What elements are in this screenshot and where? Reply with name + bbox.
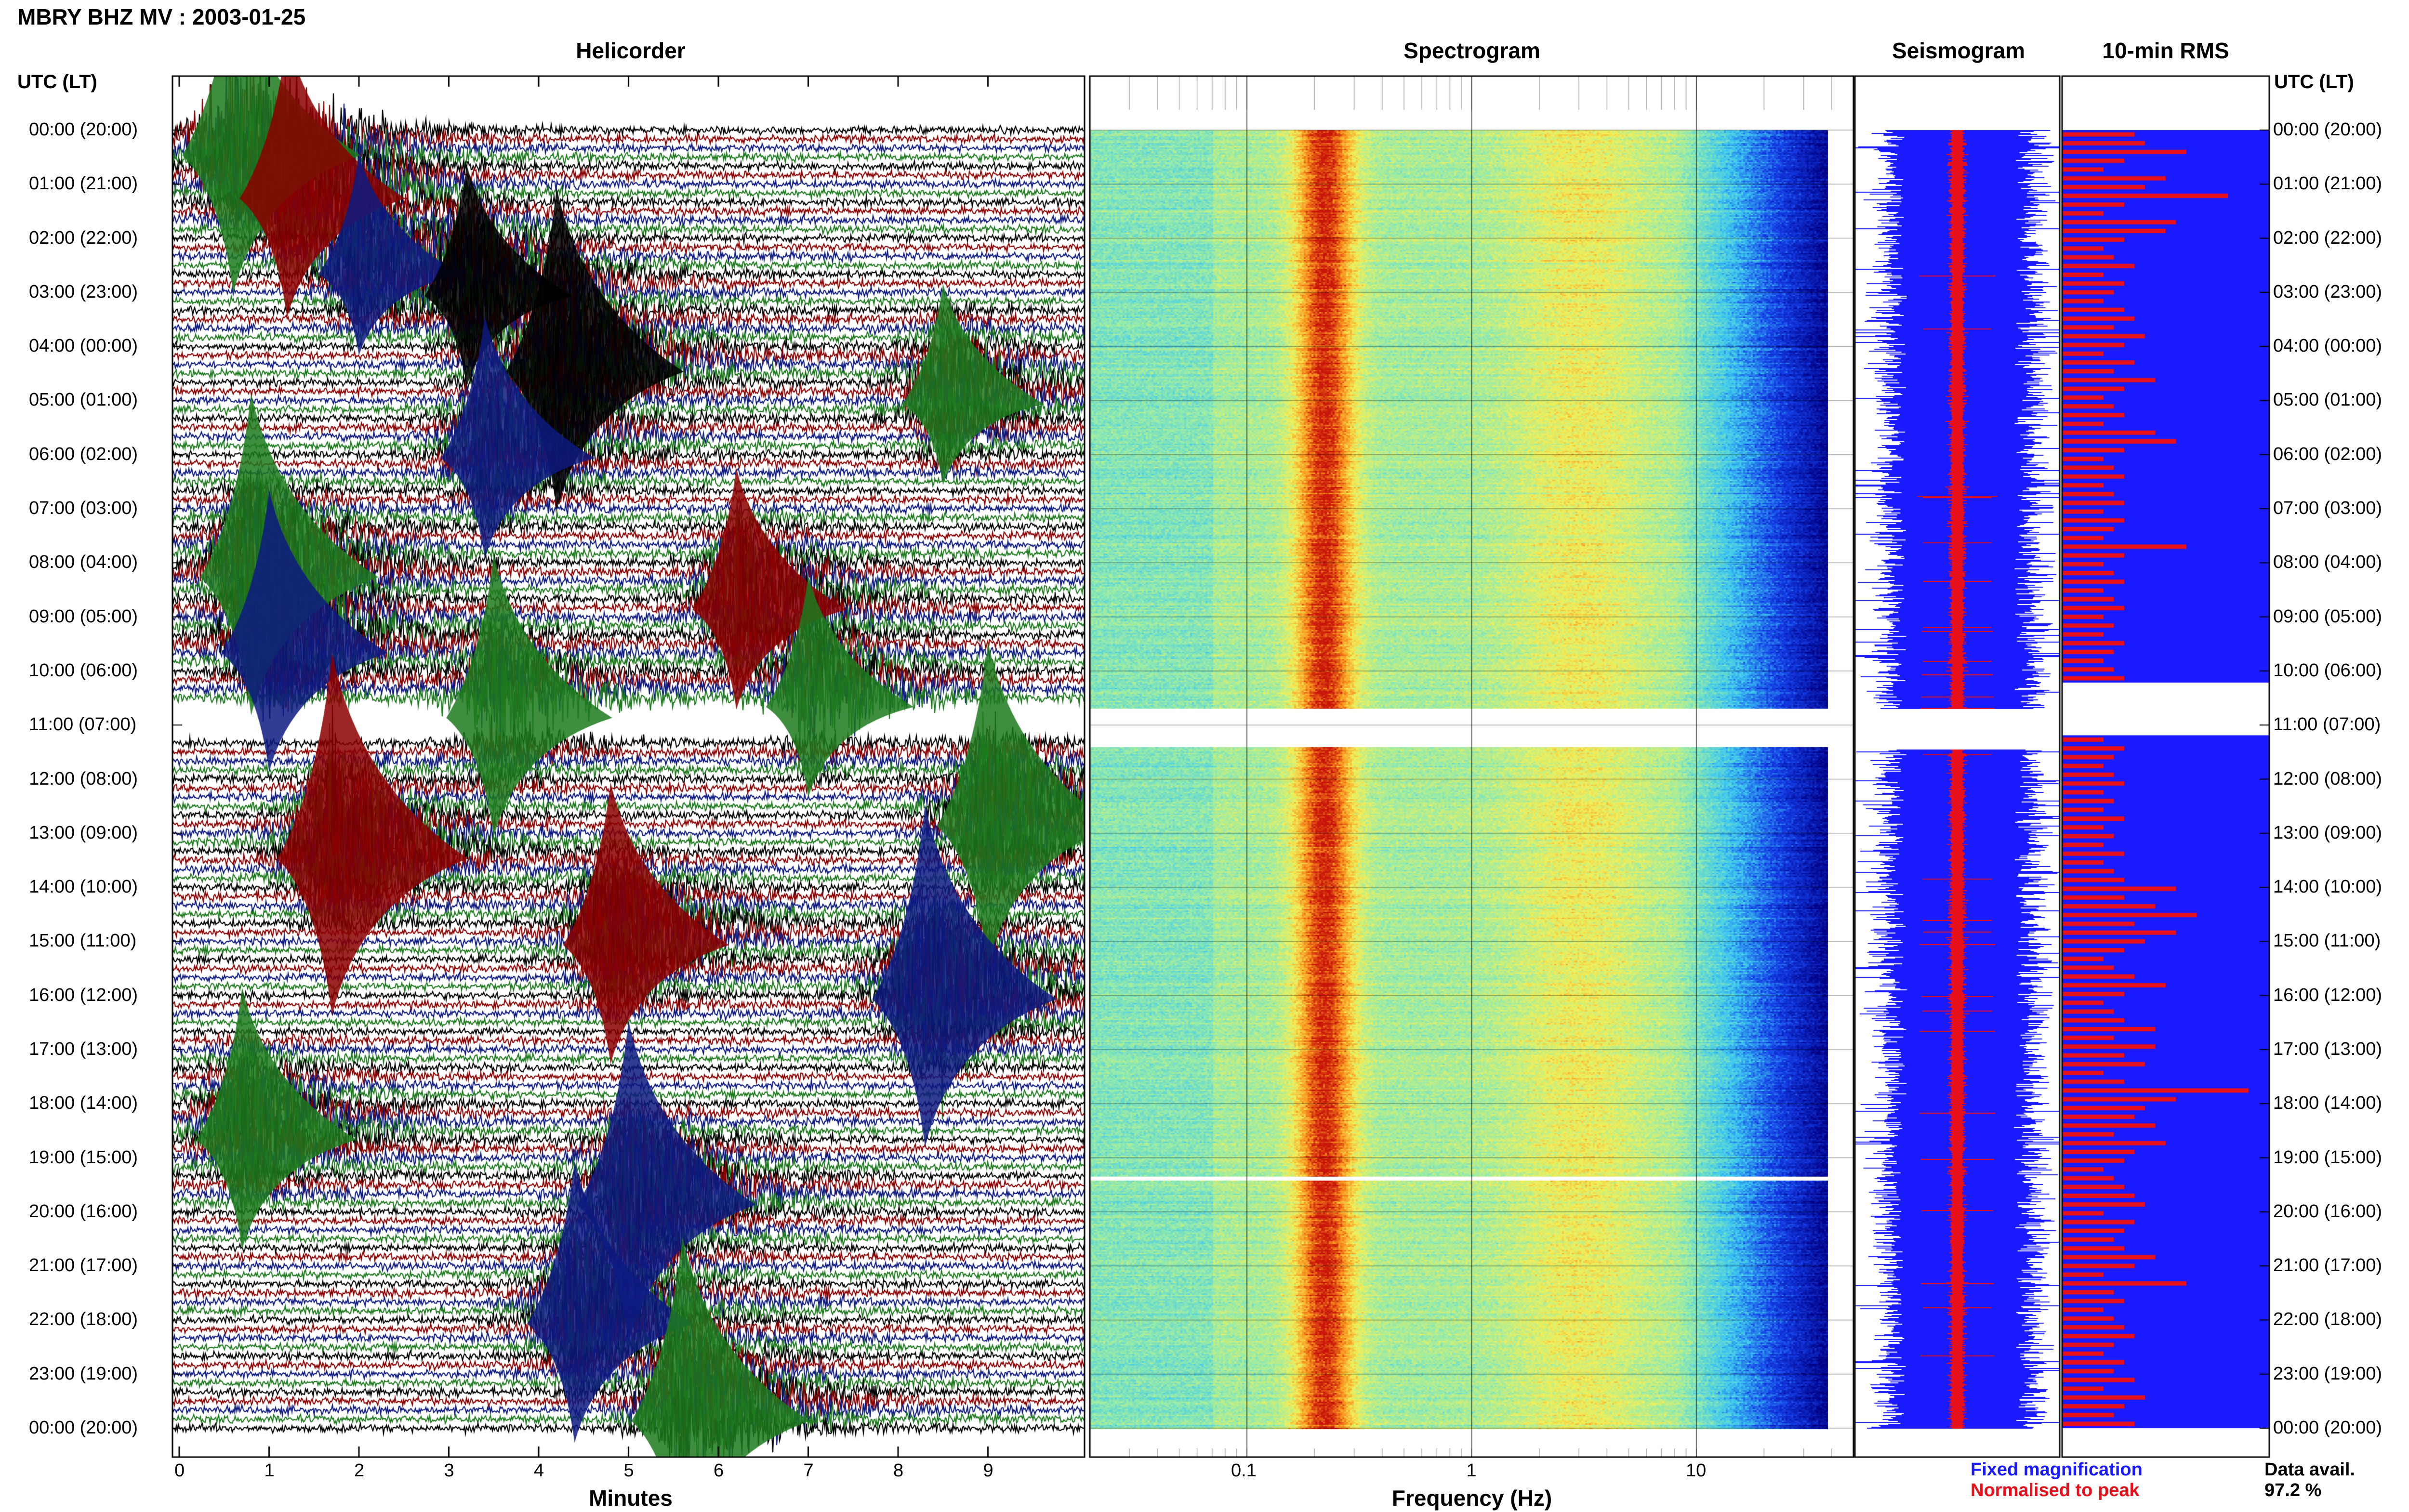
minute-tick-label: 1: [264, 1460, 275, 1481]
legend-normalised-to-peak: Normalised to peak: [1971, 1480, 2140, 1500]
minute-tick-label: 4: [534, 1460, 544, 1481]
frequency-axis-label: Frequency (Hz): [1391, 1486, 1552, 1511]
hour-label-left: 04:00 (00:00): [29, 336, 138, 356]
seismogram-title: Seismogram: [1892, 38, 2025, 63]
legend-fixed-magnification: Fixed magnification: [1971, 1459, 2143, 1480]
hour-label-right: 08:00 (04:00): [2273, 552, 2383, 573]
hour-label-right: 02:00 (22:00): [2273, 227, 2383, 248]
hour-label-right: 12:00 (08:00): [2273, 768, 2383, 789]
hour-label-left: 10:00 (06:00): [29, 660, 138, 681]
hour-label-left: 08:00 (04:00): [29, 552, 138, 573]
hour-label-right: 11:00 (07:00): [2273, 714, 2381, 735]
spectrogram-title: Spectrogram: [1403, 38, 1540, 63]
hour-label-left: 20:00 (16:00): [29, 1201, 138, 1222]
hour-label-right: 03:00 (23:00): [2273, 281, 2383, 302]
minute-tick-label: 9: [983, 1460, 993, 1481]
hour-label-left: 15:00 (11:00): [29, 931, 137, 951]
hour-label-left: 17:00 (13:00): [29, 1039, 138, 1059]
hour-label-right: 06:00 (02:00): [2273, 444, 2383, 464]
hour-label-right: 00:00 (20:00): [2273, 1418, 2383, 1438]
hour-label-right: 14:00 (10:00): [2273, 877, 2383, 897]
hour-label-right: 00:00 (20:00): [2273, 119, 2383, 140]
hour-label-right: 21:00 (17:00): [2273, 1255, 2383, 1276]
minute-tick-label: 3: [444, 1460, 454, 1481]
hour-label-left: 14:00 (10:00): [29, 877, 138, 897]
minute-tick-label: 0: [174, 1460, 185, 1481]
frequency-tick-label: 10: [1685, 1460, 1707, 1481]
hour-label-right: 13:00 (09:00): [2273, 822, 2383, 843]
hour-label-left: 03:00 (23:00): [29, 281, 138, 302]
utc-label-left: UTC (LT): [17, 71, 97, 92]
hour-label-left: 00:00 (20:00): [29, 119, 138, 140]
hour-label-left: 11:00 (07:00): [29, 714, 137, 735]
hour-label-left: 02:00 (22:00): [29, 227, 138, 248]
hour-label-right: 22:00 (18:00): [2273, 1309, 2383, 1330]
hour-label-right: 15:00 (11:00): [2273, 931, 2381, 951]
hour-label-left: 23:00 (19:00): [29, 1363, 138, 1384]
hour-label-right: 04:00 (00:00): [2273, 336, 2383, 356]
hour-label-left: 22:00 (18:00): [29, 1309, 138, 1330]
data-avail-value: 97.2 %: [2264, 1480, 2322, 1500]
hour-label-left: 18:00 (14:00): [29, 1093, 138, 1114]
hour-label-right: 07:00 (03:00): [2273, 498, 2383, 519]
hour-label-left: 19:00 (15:00): [29, 1147, 138, 1168]
minute-tick-label: 5: [623, 1460, 634, 1481]
hour-label-right: 19:00 (15:00): [2273, 1147, 2383, 1168]
helicorder-title: Helicorder: [576, 38, 686, 63]
minute-tick-label: 2: [354, 1460, 365, 1481]
hour-label-left: 00:00 (20:00): [29, 1418, 138, 1438]
hour-label-left: 01:00 (21:00): [29, 173, 138, 194]
frequency-tick-label: 1: [1466, 1460, 1477, 1481]
minute-tick-label: 8: [893, 1460, 904, 1481]
hour-label-right: 17:00 (13:00): [2273, 1039, 2383, 1059]
hour-label-left: 16:00 (12:00): [29, 985, 138, 1005]
hour-label-right: 20:00 (16:00): [2273, 1201, 2383, 1222]
hour-label-right: 05:00 (01:00): [2273, 390, 2383, 410]
hour-label-left: 21:00 (17:00): [29, 1255, 138, 1276]
hour-label-left: 13:00 (09:00): [29, 822, 138, 843]
page-title: MBRY BHZ MV : 2003-01-25: [17, 4, 306, 29]
hour-label-right: 01:00 (21:00): [2273, 173, 2383, 194]
minute-tick-label: 7: [803, 1460, 814, 1481]
utc-label-right: UTC (LT): [2274, 71, 2354, 92]
hour-label-left: 09:00 (05:00): [29, 606, 138, 627]
hour-label-right: 18:00 (14:00): [2273, 1093, 2383, 1114]
hour-label-left: 05:00 (01:00): [29, 390, 138, 410]
hour-label-right: 16:00 (12:00): [2273, 985, 2383, 1005]
minute-tick-label: 6: [714, 1460, 724, 1481]
hour-label-right: 09:00 (05:00): [2273, 606, 2383, 627]
hour-label-left: 06:00 (02:00): [29, 444, 138, 464]
data-avail-label: Data avail.: [2264, 1459, 2355, 1480]
frequency-tick-label: 0.1: [1231, 1460, 1257, 1481]
hour-label-right: 23:00 (19:00): [2273, 1363, 2383, 1384]
minutes-axis-label: Minutes: [589, 1486, 673, 1511]
hour-label-left: 07:00 (03:00): [29, 498, 138, 519]
rms-title: 10-min RMS: [2102, 38, 2229, 63]
hour-label-left: 12:00 (08:00): [29, 768, 138, 789]
hour-label-right: 10:00 (06:00): [2273, 660, 2383, 681]
